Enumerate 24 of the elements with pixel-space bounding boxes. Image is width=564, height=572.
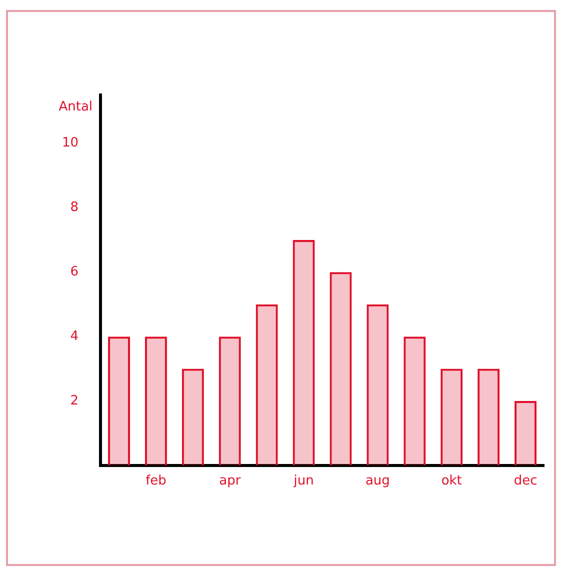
x-tick-label: feb [146,474,166,489]
x-tick-label: aug [365,474,390,489]
bar [478,368,500,466]
x-tick-label: dec [514,474,538,489]
x-tick-label: jun [292,474,314,489]
bar [108,336,130,466]
bar [366,304,389,466]
x-tick-label: okt [441,474,462,489]
y-tick-label: 2 [70,393,79,408]
bar [292,240,315,466]
bar [404,336,426,466]
x-tick-label: apr [219,474,242,489]
bar [514,400,537,466]
y-tick-label: 8 [70,200,79,216]
bar [144,336,167,466]
bar [440,368,463,466]
bar [218,336,241,466]
bar [182,368,204,466]
bar [330,272,352,466]
bar [256,304,278,466]
y-tick-label: 6 [70,264,79,280]
y-tick-label: 10 [62,136,79,151]
y-tick-label: 4 [70,328,79,344]
y-axis-title: Antal [58,99,93,114]
